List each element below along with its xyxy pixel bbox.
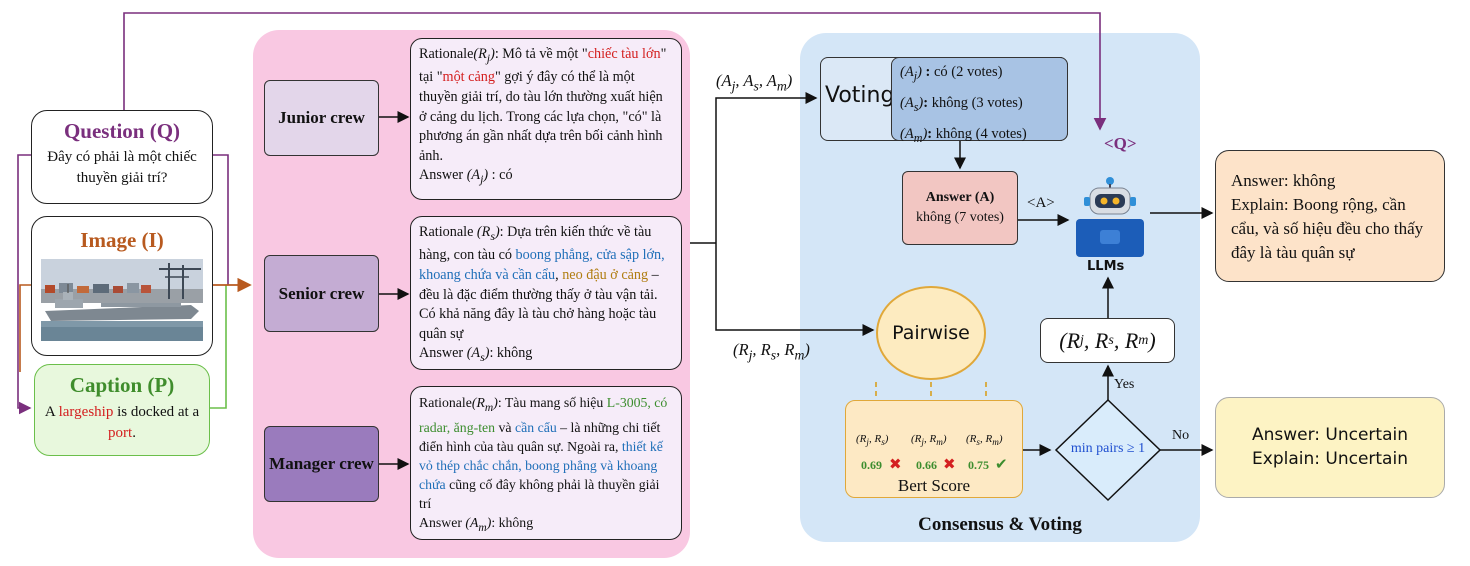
cross-icon: ✖: [943, 455, 956, 473]
manager-crew-box: Manager crew: [264, 426, 379, 502]
answers-tuple-label: (Aj, As, Am): [716, 71, 792, 94]
answer-title: Answer (A): [903, 188, 1017, 208]
image-title: Image (I): [32, 228, 212, 253]
uncertain-explain: Explain: Uncertain: [1216, 447, 1444, 471]
uncertain-answer: Answer: Uncertain: [1216, 423, 1444, 447]
score-value: 0.69: [861, 458, 882, 473]
yes-label: Yes: [1114, 377, 1134, 393]
bert-score-label: Bert Score: [846, 476, 1022, 496]
caption-highlight-port: port: [108, 425, 132, 441]
manager-rationale-box: Rationale(Rm): Tàu mang số hiệu L-3005, …: [410, 386, 682, 540]
a-tag: <A>: [1027, 195, 1055, 212]
junior-rationale-box: Rationale(Rj): Mô tả về một "chiếc tàu l…: [410, 38, 682, 200]
ship-photo: [41, 259, 203, 341]
no-label: No: [1172, 428, 1189, 444]
voting-label: Voting: [825, 83, 894, 108]
answer-value: không (7 votes): [903, 208, 1017, 228]
bert-score-box: (Rj, Rs) (Rj, Rm) (Rs, Rm) 0.69 ✖ 0.66 ✖…: [845, 400, 1023, 498]
llm-label: LLMs: [1087, 259, 1124, 274]
robot-icon: [1070, 175, 1150, 259]
senior-crew-box: Senior crew: [264, 255, 379, 332]
pair-label: (Rj, Rs): [856, 433, 888, 447]
question-title: Question (Q): [32, 119, 212, 144]
q-tag: <Q>: [1104, 134, 1137, 154]
vote-item: (Am): không (4 votes): [900, 121, 1067, 152]
pair-label: (Rj, Rm): [911, 433, 946, 447]
caption-box: Caption (P) A largeship is docked at a p…: [34, 364, 210, 456]
vote-list: (Aj) : có (2 votes) (As): không (3 votes…: [891, 57, 1068, 141]
pair-label: (Rs, Rm): [966, 433, 1003, 447]
image-box: Image (I): [31, 216, 213, 356]
vote-item: (As): không (3 votes): [900, 90, 1067, 121]
score-value: 0.75: [968, 458, 989, 473]
question-box: Question (Q) Đây có phải là một chiếc th…: [31, 110, 213, 204]
junior-crew-box: Junior crew: [264, 80, 379, 156]
final-explain: Explain: Boong rộng, cần cẩu, và số hiệu…: [1231, 193, 1434, 265]
consensus-voting-title: Consensus & Voting: [800, 514, 1200, 536]
check-icon: ✔: [995, 455, 1008, 473]
cross-icon: ✖: [889, 455, 902, 473]
senior-rationale-box: Rationale (Rs): Dựa trên kiến thức về tà…: [410, 216, 682, 370]
question-text: Đây có phải là một chiếc thuyền giải trí…: [32, 147, 212, 189]
caption-text: A largeship is docked at a port.: [35, 402, 209, 444]
caption-highlight-ship: largeship: [59, 404, 114, 420]
pairwise-circle: Pairwise: [876, 286, 986, 380]
final-answer: Answer: không: [1231, 169, 1434, 193]
score-value: 0.66: [916, 458, 937, 473]
uncertain-output-box: Answer: Uncertain Explain: Uncertain: [1215, 397, 1445, 498]
vote-item: (Aj) : có (2 votes): [900, 59, 1067, 90]
final-output-box: Answer: không Explain: Boong rộng, cần c…: [1215, 150, 1445, 282]
answer-box: Answer (A) không (7 votes): [902, 171, 1018, 245]
caption-title: Caption (P): [35, 373, 209, 398]
decision-text: min pairs ≥ 1: [1058, 441, 1158, 457]
rationales-tuple-label: (Rj, Rs, Rm): [733, 340, 810, 363]
